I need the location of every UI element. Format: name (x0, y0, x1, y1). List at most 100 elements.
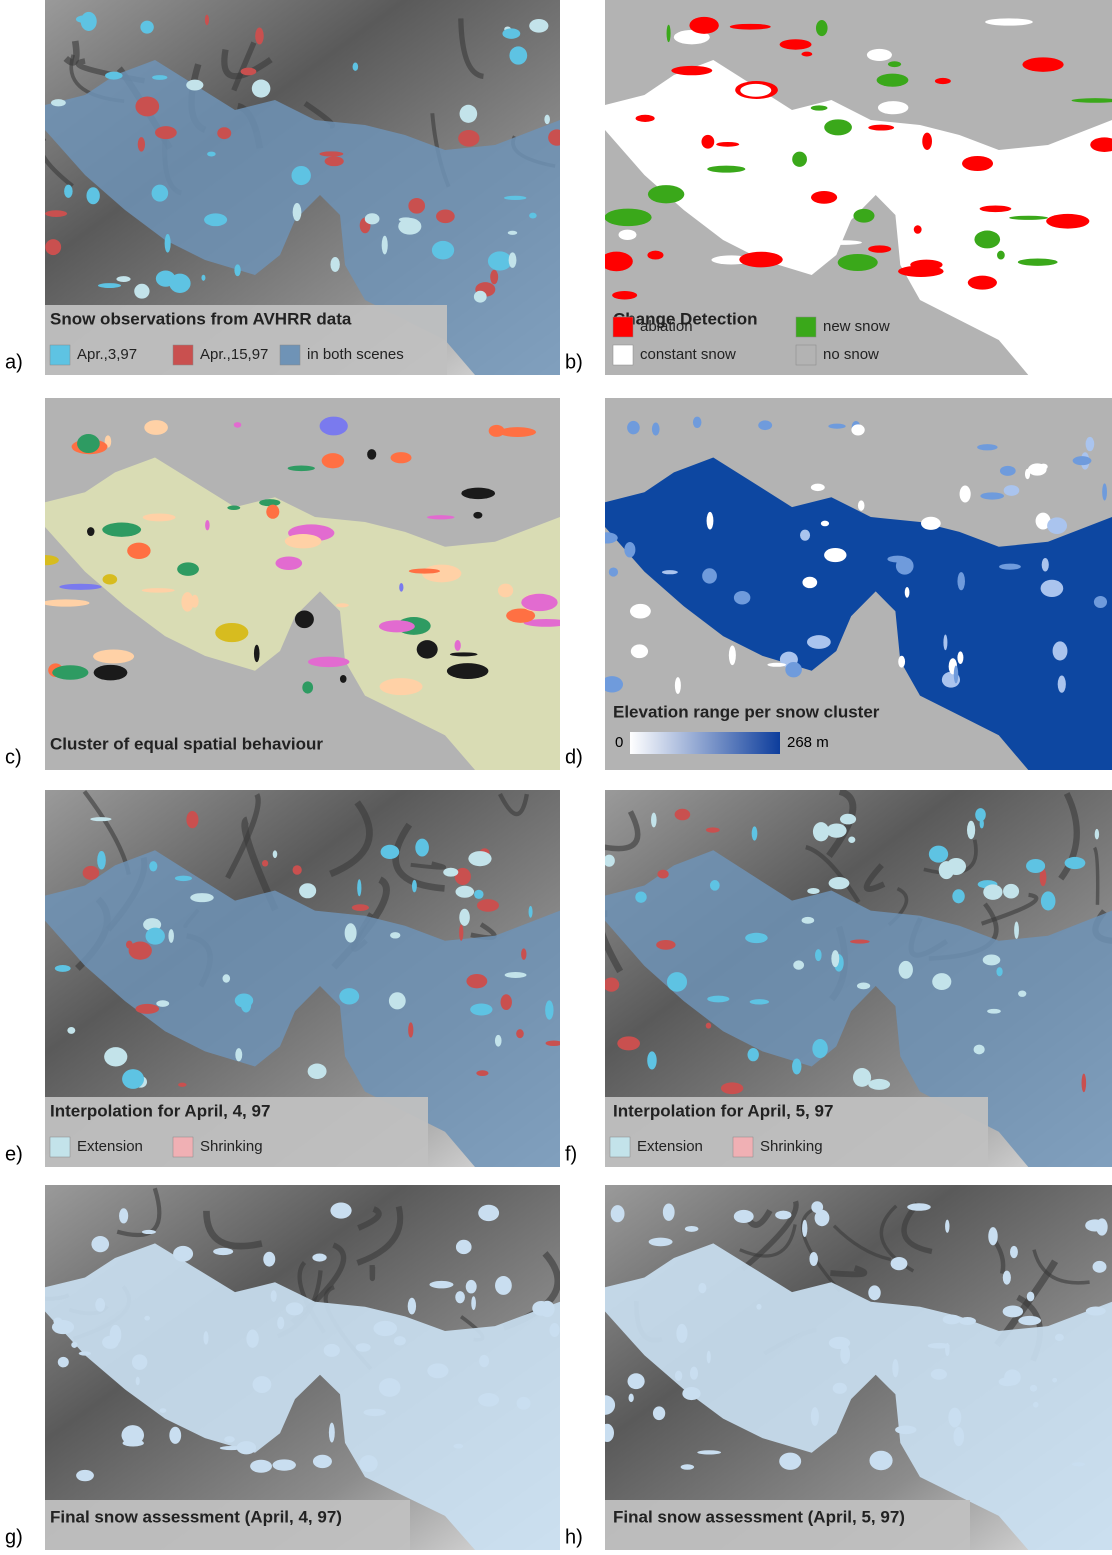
snow-patch (675, 809, 691, 821)
legend-swatch (50, 1137, 70, 1157)
snow-patch (1018, 1316, 1041, 1325)
snow-patch (135, 96, 159, 116)
snow-patch (102, 523, 141, 537)
snow-patch (409, 569, 440, 574)
snow-patch (967, 821, 975, 839)
snow-patch (928, 178, 974, 187)
snow-patch (299, 883, 316, 898)
legend-label: Apr.,15,97 (200, 346, 268, 363)
snow-patch (352, 904, 369, 911)
snow-patch (952, 889, 964, 903)
snow-patch (122, 1069, 144, 1089)
snow-patch (953, 1427, 964, 1446)
snow-patch (389, 992, 406, 1009)
snow-patch (201, 275, 205, 281)
snow-patch (877, 74, 909, 87)
snow-patch (450, 652, 478, 656)
snow-patch (706, 827, 720, 832)
snow-patch (729, 645, 736, 665)
snow-patch (899, 961, 913, 979)
snow-patch (945, 1343, 950, 1356)
snow-patch (957, 572, 965, 590)
snow-patch (648, 185, 684, 203)
snow-patch (887, 556, 907, 563)
snow-patch (45, 210, 67, 217)
snow-patch (676, 1324, 687, 1343)
snow-patch (205, 15, 209, 26)
snow-patch (1014, 921, 1019, 938)
snow-patch (169, 274, 190, 293)
snow-patch (907, 1203, 931, 1211)
snow-patch (868, 245, 891, 252)
snow-patch (624, 542, 635, 558)
map-panel: Cluster of equal spatial behaviour (33, 398, 568, 770)
snow-patch (850, 940, 870, 944)
snow-patch (142, 588, 175, 593)
snow-patch (987, 1009, 1001, 1014)
snow-patch (235, 1048, 242, 1061)
snow-patch (83, 866, 100, 880)
snow-patch (324, 1344, 340, 1357)
panel-title: Cluster of equal spatial behaviour (50, 734, 323, 753)
snow-patch (985, 18, 1033, 25)
snow-patch (707, 1351, 711, 1364)
snow-patch (601, 676, 623, 692)
snow-patch (812, 1039, 828, 1058)
snow-patch (851, 424, 864, 435)
legend-label: no snow (823, 346, 879, 363)
snow-patch (792, 1059, 801, 1075)
snow-patch (127, 543, 150, 559)
legend-label: Extension (637, 1138, 703, 1155)
snow-patch (867, 49, 892, 61)
snow-patch (980, 492, 1004, 499)
snow-patch (1018, 990, 1026, 996)
snow-patch (740, 84, 771, 97)
snow-patch (474, 890, 483, 899)
snow-patch (95, 1298, 105, 1312)
snow-patch (33, 555, 59, 565)
snow-patch (811, 105, 828, 110)
snow-patch (59, 584, 101, 590)
snow-patch (379, 1378, 401, 1397)
snow-patch (962, 156, 993, 171)
snow-patch (455, 1291, 465, 1303)
snow-patch (266, 505, 279, 519)
panel-title: Interpolation for April, 4, 97 (50, 1101, 270, 1120)
snow-patch (81, 12, 97, 31)
snow-patch (682, 1387, 700, 1400)
snow-patch (858, 500, 864, 510)
snow-patch (647, 251, 663, 260)
snow-patch (779, 1453, 801, 1470)
snow-patch (997, 251, 1005, 260)
snow-patch (1094, 596, 1107, 608)
snow-patch (980, 206, 1012, 213)
legend-swatch (173, 1137, 193, 1157)
snow-patch (488, 251, 512, 270)
snow-patch (545, 1000, 553, 1019)
snow-patch (767, 663, 786, 667)
legend-swatch (613, 317, 633, 337)
snow-patch (653, 1406, 665, 1420)
snow-patch (669, 110, 704, 121)
legend-label: Shrinking (760, 1138, 823, 1155)
snow-patch (775, 1211, 791, 1220)
snow-patch (529, 213, 537, 219)
snow-patch (466, 974, 487, 988)
snow-patch (191, 595, 199, 608)
panel-label: g) (5, 1526, 23, 1548)
snow-patch (380, 678, 423, 695)
snow-patch (1000, 466, 1016, 476)
snow-patch (320, 417, 348, 436)
panel-title: Final snow assessment (April, 5, 97) (613, 1507, 905, 1526)
snow-patch (471, 1296, 476, 1310)
snow-patch (905, 587, 910, 598)
snow-patch (51, 99, 66, 106)
snow-patch (373, 1321, 397, 1336)
snow-patch (807, 888, 819, 894)
map (33, 398, 568, 770)
snow-patch (308, 657, 350, 668)
snow-patch (272, 1459, 295, 1470)
snow-patch (76, 1470, 94, 1481)
snow-patch (521, 594, 557, 611)
panel-label: d) (565, 746, 583, 768)
